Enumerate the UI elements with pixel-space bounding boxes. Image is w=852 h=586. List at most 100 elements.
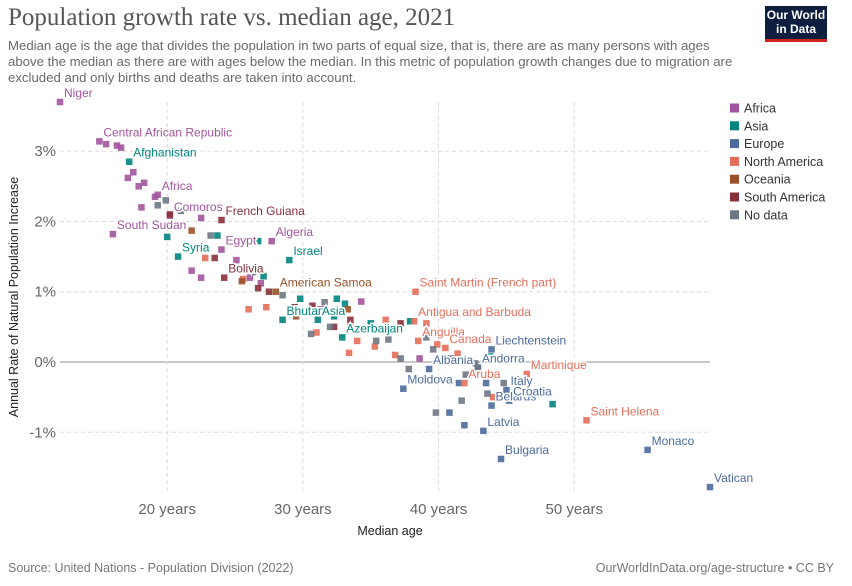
data-point[interactable] (416, 355, 423, 362)
data-point[interactable] (389, 327, 396, 334)
data-point[interactable] (432, 409, 440, 416)
data-point[interactable] (238, 277, 246, 285)
data-point[interactable] (96, 138, 103, 145)
data-point[interactable] (519, 393, 526, 401)
data-point[interactable] (279, 316, 286, 324)
data-point[interactable] (488, 402, 495, 409)
data-point[interactable] (246, 274, 254, 281)
data-point[interactable] (412, 288, 419, 295)
data-point[interactable] (474, 365, 482, 373)
data-point[interactable] (484, 390, 491, 397)
data-point[interactable] (330, 313, 338, 320)
data-point[interactable] (254, 237, 262, 245)
data-point[interactable] (207, 232, 214, 239)
data-point[interactable] (124, 174, 132, 182)
data-point[interactable] (371, 343, 379, 350)
data-point[interactable] (482, 379, 490, 387)
data-point[interactable] (291, 303, 299, 311)
legend-item[interactable]: Asia (730, 119, 768, 133)
data-point[interactable] (245, 306, 252, 313)
data-point[interactable] (471, 360, 479, 367)
data-point[interactable] (125, 158, 133, 165)
data-point[interactable] (397, 355, 404, 362)
data-point[interactable] (166, 211, 174, 218)
data-point[interactable] (454, 350, 461, 357)
data-point[interactable] (162, 197, 170, 204)
data-point[interactable] (372, 337, 380, 345)
data-point[interactable] (117, 144, 125, 151)
data-point[interactable] (423, 334, 430, 341)
data-point[interactable] (177, 207, 185, 215)
data-point[interactable] (326, 323, 334, 331)
data-point[interactable] (138, 204, 145, 211)
data-point[interactable] (188, 267, 195, 274)
data-point[interactable] (461, 379, 468, 387)
data-point[interactable] (345, 349, 353, 357)
data-point[interactable] (505, 397, 513, 404)
data-point[interactable] (263, 303, 270, 311)
legend-item[interactable]: South America (730, 191, 825, 205)
data-point[interactable] (423, 320, 430, 327)
data-point[interactable] (314, 316, 322, 324)
data-point[interactable] (307, 330, 315, 338)
data-point[interactable] (339, 334, 346, 341)
data-point[interactable] (385, 336, 392, 343)
data-point[interactable] (218, 246, 225, 253)
data-point[interactable] (135, 183, 142, 190)
data-point[interactable] (188, 227, 195, 234)
data-point[interactable] (154, 202, 161, 209)
data-point[interactable] (279, 291, 286, 299)
data-point[interactable] (154, 191, 161, 199)
data-point[interactable] (102, 140, 110, 148)
data-point[interactable] (347, 316, 354, 324)
data-point[interactable] (486, 353, 494, 360)
data-point[interactable] (260, 273, 267, 280)
data-point[interactable] (410, 317, 418, 325)
data-point[interactable] (433, 341, 441, 348)
data-point[interactable] (272, 288, 280, 295)
data-point[interactable] (317, 306, 324, 313)
data-point[interactable] (321, 299, 328, 306)
license-credit[interactable]: OurWorldInData.org/age-structure • CC BY (595, 561, 834, 575)
data-point[interactable] (197, 274, 205, 281)
owid-logo[interactable]: Our World in Data (765, 6, 827, 42)
data-point[interactable] (130, 169, 137, 176)
legend-item[interactable]: Europe (730, 137, 784, 151)
data-point[interactable] (286, 256, 293, 264)
data-point[interactable] (265, 288, 273, 295)
data-point[interactable] (211, 254, 218, 262)
data-point[interactable] (488, 346, 495, 353)
data-point[interactable] (512, 376, 520, 383)
data-point[interactable] (367, 320, 375, 327)
data-point[interactable] (163, 233, 171, 241)
data-point[interactable] (447, 355, 455, 362)
data-point[interactable] (497, 455, 505, 463)
data-point[interactable] (405, 365, 412, 373)
data-point[interactable] (583, 417, 590, 424)
data-point[interactable] (397, 320, 404, 327)
data-point[interactable] (292, 313, 300, 320)
data-point[interactable] (358, 298, 365, 305)
data-point[interactable] (347, 323, 354, 331)
source-note[interactable]: Source: United Nations - Population Divi… (8, 561, 294, 575)
data-point[interactable] (249, 268, 256, 276)
data-point[interactable] (429, 346, 437, 353)
data-point[interactable] (218, 216, 225, 224)
data-point[interactable] (442, 344, 449, 352)
data-point[interactable] (382, 316, 389, 324)
data-point[interactable] (197, 214, 205, 222)
data-point[interactable] (461, 421, 468, 429)
data-point[interactable] (109, 230, 117, 238)
data-point[interactable] (523, 370, 531, 378)
data-point[interactable] (492, 372, 499, 380)
legend-item[interactable]: North America (730, 155, 823, 169)
data-point[interactable] (455, 379, 463, 387)
data-point[interactable] (489, 393, 497, 401)
data-point[interactable] (503, 386, 510, 394)
data-point[interactable] (480, 427, 487, 435)
data-point[interactable] (391, 351, 399, 359)
data-point[interactable] (220, 274, 228, 281)
data-point[interactable] (140, 179, 148, 187)
data-point[interactable] (341, 300, 349, 307)
data-point[interactable] (353, 337, 361, 345)
